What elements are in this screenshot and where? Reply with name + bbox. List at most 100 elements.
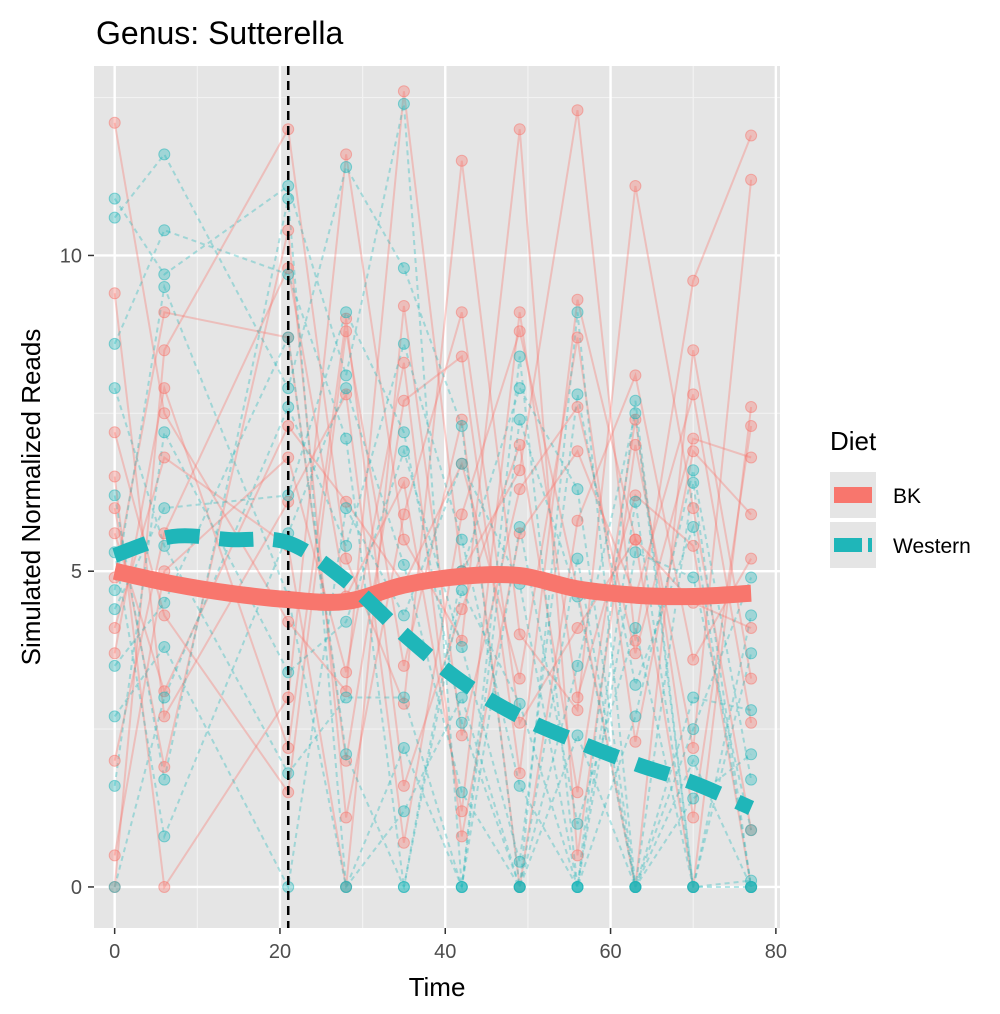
data-point-bk bbox=[745, 401, 758, 413]
data-point-bk bbox=[455, 634, 468, 647]
data-point-western bbox=[629, 710, 642, 723]
data-point-bk bbox=[340, 495, 353, 508]
x-tick-label: 60 bbox=[599, 941, 621, 963]
data-point-western bbox=[108, 779, 121, 792]
data-point-western bbox=[397, 881, 410, 893]
data-point-bk bbox=[571, 691, 584, 704]
data-point-western bbox=[108, 603, 121, 616]
subject-line-bk bbox=[113, 264, 753, 888]
data-point-bk bbox=[629, 634, 642, 647]
data-point-western bbox=[340, 161, 353, 173]
data-point-bk bbox=[745, 173, 758, 186]
data-point-western bbox=[340, 369, 353, 382]
data-point-bk bbox=[571, 622, 584, 634]
data-point-western bbox=[629, 546, 642, 559]
subject-line-western bbox=[113, 198, 752, 891]
subject-line-western bbox=[113, 152, 753, 888]
data-point-bk bbox=[629, 533, 642, 546]
subject-line-bk bbox=[113, 362, 753, 856]
data-point-western bbox=[687, 792, 700, 805]
data-point-western bbox=[455, 584, 468, 597]
subject-line-western bbox=[113, 283, 753, 891]
data-point-bk bbox=[158, 451, 171, 464]
data-point-bk bbox=[513, 527, 526, 540]
data-point-western bbox=[158, 268, 171, 281]
data-point-western bbox=[158, 830, 171, 843]
subject-line-western bbox=[113, 309, 753, 891]
data-point-bk bbox=[687, 811, 700, 824]
data-point-western bbox=[745, 773, 758, 786]
data-point-bk bbox=[745, 451, 758, 464]
data-point-western bbox=[108, 659, 121, 672]
data-point-bk bbox=[687, 344, 700, 357]
trend-lines bbox=[112, 528, 755, 815]
x-axis-title: Time bbox=[409, 972, 466, 1002]
data-point-western bbox=[455, 881, 468, 893]
data-point-western bbox=[108, 584, 121, 597]
data-point-western bbox=[687, 691, 700, 704]
data-point-bk bbox=[397, 836, 410, 849]
data-point-western bbox=[108, 710, 121, 723]
data-point-western bbox=[158, 773, 171, 786]
y-tick-label: 0 bbox=[71, 877, 82, 899]
data-point-bk bbox=[158, 407, 171, 420]
data-point-western bbox=[455, 641, 468, 653]
data-point-bk bbox=[158, 761, 171, 773]
data-point-bk bbox=[571, 293, 584, 306]
data-point-western bbox=[687, 521, 700, 533]
data-point-bk bbox=[571, 786, 584, 799]
data-point-bk bbox=[158, 344, 171, 357]
data-point-western bbox=[158, 691, 171, 704]
data-point-western bbox=[397, 691, 410, 704]
data-point-western bbox=[687, 881, 700, 893]
data-point-bk bbox=[455, 508, 468, 521]
data-point-western bbox=[571, 817, 584, 830]
data-point-western bbox=[687, 464, 700, 477]
data-point-western bbox=[397, 426, 410, 439]
data-point-bk bbox=[108, 470, 121, 483]
data-point-western bbox=[513, 521, 526, 533]
data-point-bk bbox=[340, 685, 353, 698]
data-point-bk bbox=[397, 356, 410, 369]
data-point-western bbox=[745, 647, 758, 660]
data-point-western bbox=[629, 881, 642, 893]
data-point-western bbox=[687, 754, 700, 767]
data-point-western bbox=[513, 855, 526, 868]
data-point-bk bbox=[158, 710, 171, 723]
data-point-bk bbox=[397, 476, 410, 489]
subject-line-western bbox=[113, 394, 753, 888]
data-point-western bbox=[629, 394, 642, 407]
data-point-bk bbox=[455, 805, 468, 818]
chart-title: Genus: Sutterella bbox=[96, 15, 343, 51]
data-point-bk bbox=[455, 350, 468, 363]
data-point-bk bbox=[397, 394, 410, 407]
data-point-bk bbox=[513, 483, 526, 496]
trend-line-western bbox=[112, 528, 755, 815]
data-point-western bbox=[340, 306, 353, 319]
data-point-western bbox=[108, 192, 121, 205]
data-point-western bbox=[455, 457, 468, 470]
data-point-bk bbox=[158, 306, 171, 319]
data-point-western bbox=[340, 881, 353, 893]
data-point-western bbox=[397, 337, 410, 350]
data-point-bk bbox=[455, 603, 468, 616]
data-point-bk bbox=[745, 420, 758, 432]
data-point-western bbox=[629, 495, 642, 508]
data-point-western bbox=[745, 881, 758, 893]
data-point-western bbox=[571, 306, 584, 319]
data-point-bk bbox=[108, 754, 121, 767]
data-point-western bbox=[571, 388, 584, 401]
subject-lines bbox=[113, 91, 753, 891]
subject-line-western bbox=[113, 387, 752, 888]
data-point-western bbox=[340, 691, 353, 704]
subject-line-western bbox=[113, 461, 753, 891]
data-point-western bbox=[158, 224, 171, 237]
data-point-bk bbox=[397, 659, 410, 672]
data-point-western bbox=[687, 571, 700, 584]
data-point-western bbox=[571, 881, 584, 893]
data-point-western bbox=[108, 211, 121, 224]
data-point-western bbox=[513, 413, 526, 426]
data-point-bk bbox=[513, 628, 526, 641]
subject-line-bk bbox=[113, 318, 753, 818]
